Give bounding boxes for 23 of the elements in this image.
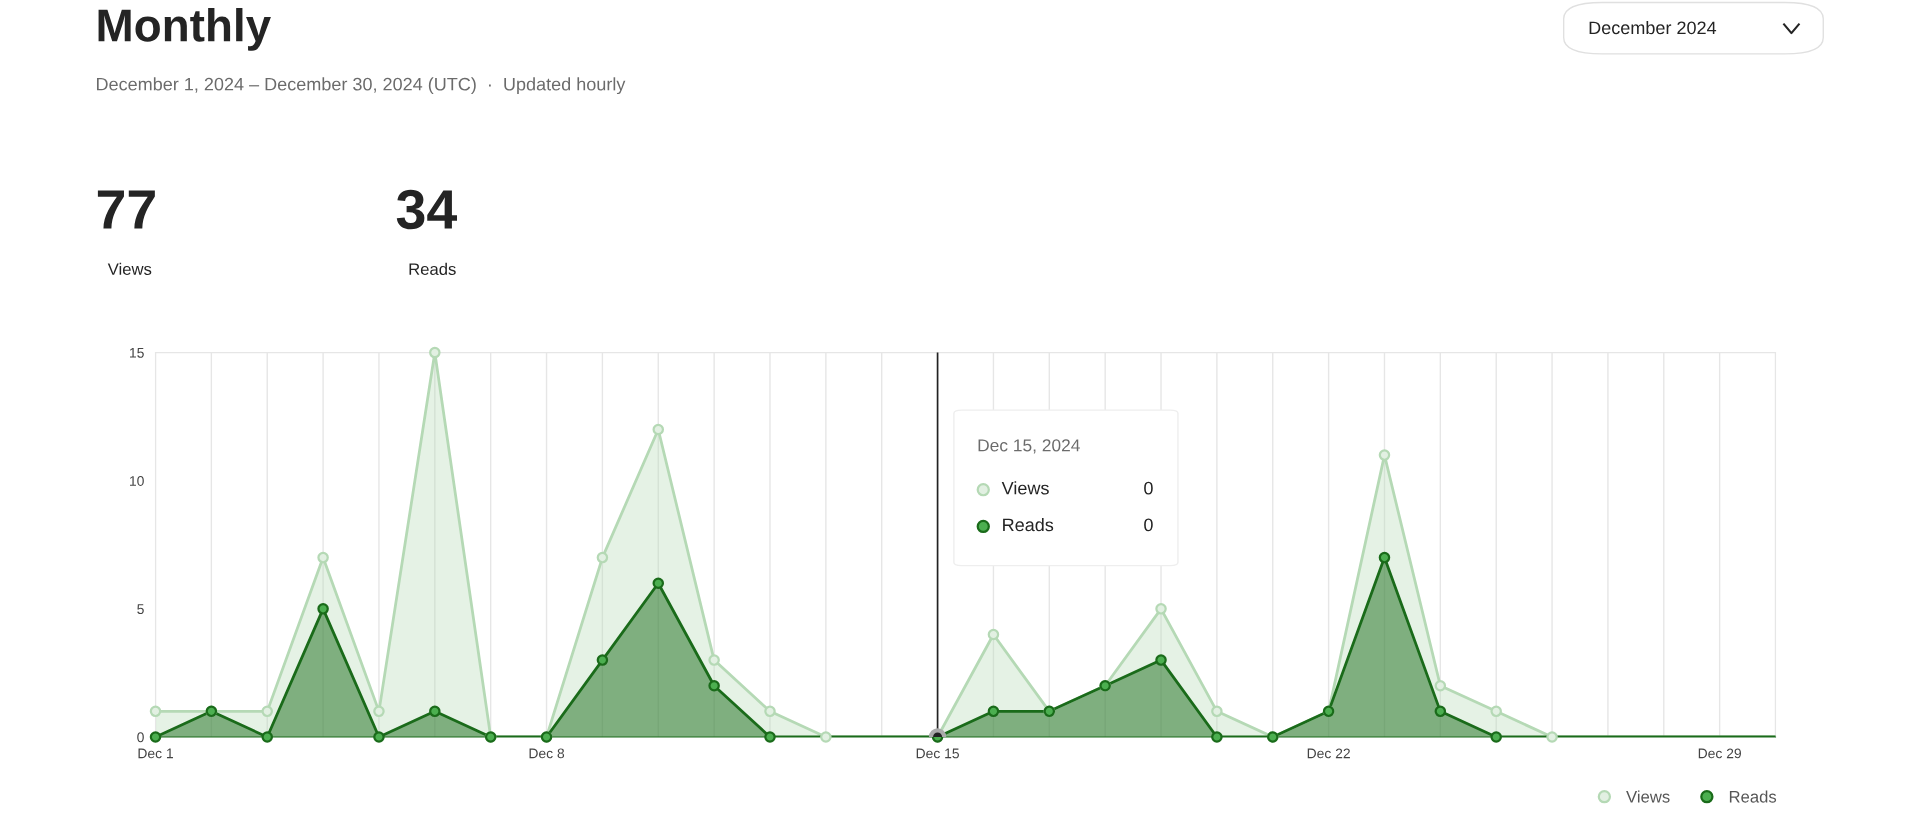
x-tick-label: Dec 8 <box>529 748 565 759</box>
text: Views <box>107 262 152 276</box>
x-tick-label: Dec 15 <box>916 748 959 759</box>
text: 77 <box>97 190 155 229</box>
legend-label: Views <box>1626 790 1670 803</box>
annotation: Reads <box>1003 518 1054 532</box>
text: Reads <box>409 262 456 276</box>
chart-title: Monthly <box>98 8 271 51</box>
text: 34 <box>396 189 458 230</box>
chart-subtitle: December 1, 2024 – December 30, 2024 (UTC) · Updated hourly <box>96 77 626 95</box>
annotation: 0 <box>1144 481 1153 495</box>
x-tick-label: Dec 22 <box>1307 748 1350 759</box>
y-tick-label: 5 <box>137 604 144 615</box>
y-tick-label: 0 <box>137 732 144 743</box>
legend-label: Reads <box>1729 790 1777 803</box>
x-tick-label: Dec 29 <box>1698 748 1741 759</box>
annotation: Dec 15, 2024 <box>978 439 1080 454</box>
annotation: Views <box>1001 481 1049 495</box>
x-tick-label: Dec 1 <box>138 748 173 759</box>
text: December 2024 <box>1589 20 1717 35</box>
annotation: 0 <box>1144 518 1153 532</box>
y-tick-label: 15 <box>130 348 144 358</box>
y-tick-label: 10 <box>130 476 144 486</box>
